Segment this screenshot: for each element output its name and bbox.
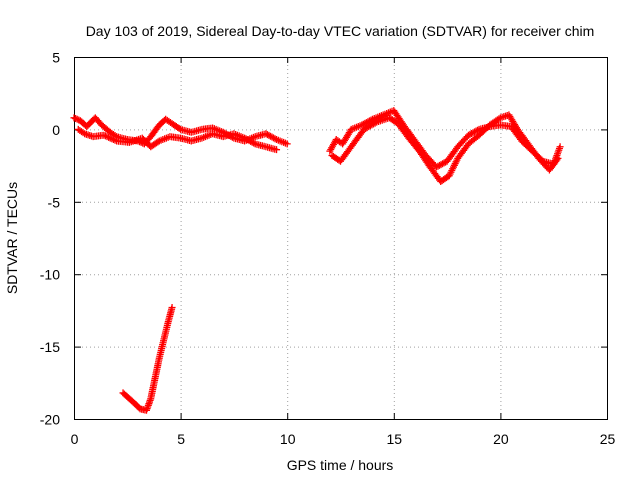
data-point-marker <box>241 134 249 142</box>
data-point-marker <box>471 128 479 136</box>
chart-title: Day 103 of 2019, Sidereal Day-to-day VTE… <box>86 23 595 39</box>
data-point-marker <box>474 126 482 134</box>
data-point-marker <box>101 132 109 140</box>
y-tick-label: -15 <box>40 339 60 355</box>
data-point-marker <box>265 131 273 139</box>
data-point-marker <box>168 304 176 312</box>
data-point-marker <box>111 136 119 144</box>
series-group <box>74 111 562 186</box>
data-point-marker <box>268 133 276 141</box>
y-axis-label: SDTVAR / TECUs <box>4 182 20 294</box>
data-point-marker <box>263 131 271 139</box>
data-point-marker <box>79 129 87 137</box>
data-point-marker <box>105 133 113 141</box>
data-point-marker <box>437 161 445 169</box>
data-point-marker <box>103 133 111 141</box>
plot-frame <box>74 57 608 420</box>
data-point-marker <box>469 129 477 137</box>
data-point-marker <box>106 134 114 142</box>
data-point-marker <box>361 119 369 127</box>
y-tick-label: 0 <box>52 122 60 138</box>
data-point-marker <box>440 159 448 167</box>
data-point-marker <box>271 135 279 143</box>
data-point-marker <box>362 119 370 127</box>
data-point-marker <box>100 131 108 139</box>
x-tick-label: 25 <box>600 431 616 447</box>
x-axis-label: GPS time / hours <box>287 457 394 473</box>
data-point-marker <box>247 137 255 145</box>
data-point-marker <box>435 161 443 169</box>
data-point-marker <box>472 127 480 135</box>
data-point-marker <box>466 130 474 138</box>
data-point-marker <box>72 115 80 123</box>
y-tick-label: -10 <box>40 267 60 283</box>
axis-ticks: 0 5 10 15 20 25 -20 -15 -10 -5 0 5 <box>40 50 616 448</box>
data-point-marker <box>250 139 258 147</box>
data-point-marker <box>283 140 291 148</box>
data-point-marker <box>269 134 277 142</box>
data-point-marker <box>365 117 373 125</box>
data-point-marker <box>73 115 81 123</box>
y-tick-label: 5 <box>52 50 60 66</box>
data-point-marker <box>464 131 472 139</box>
data-point-marker <box>273 146 281 154</box>
data-point-marker <box>248 138 256 146</box>
x-tick-label: 5 <box>177 431 185 447</box>
x-tick-label: 10 <box>280 431 296 447</box>
data-point-marker <box>245 137 253 145</box>
data-point-marker <box>467 130 475 138</box>
series-group <box>119 304 176 414</box>
data-point-marker <box>262 130 270 138</box>
data-point-marker <box>70 114 78 122</box>
x-tick-label: 20 <box>493 431 509 447</box>
x-tick-label: 15 <box>387 431 403 447</box>
data-point-marker <box>244 136 252 144</box>
data-point-marker <box>108 135 116 143</box>
data-point-marker <box>554 154 562 162</box>
y-tick-label: -5 <box>48 194 61 210</box>
y-tick-label: -20 <box>40 412 60 428</box>
data-point-marker <box>495 115 503 123</box>
data-point-marker <box>175 124 183 132</box>
data-point-marker <box>364 118 372 126</box>
data-point-marker <box>434 162 442 170</box>
data-points <box>70 107 564 414</box>
data-point-marker <box>242 135 250 143</box>
data-point-marker <box>358 121 366 129</box>
data-point-marker <box>439 160 447 168</box>
data-point-marker <box>553 156 561 164</box>
data-point-marker <box>266 132 274 140</box>
data-point-marker <box>109 136 117 144</box>
data-point-marker <box>371 119 379 127</box>
data-point-marker <box>556 143 564 151</box>
x-tick-label: 0 <box>71 431 79 447</box>
data-point-marker <box>432 163 440 171</box>
